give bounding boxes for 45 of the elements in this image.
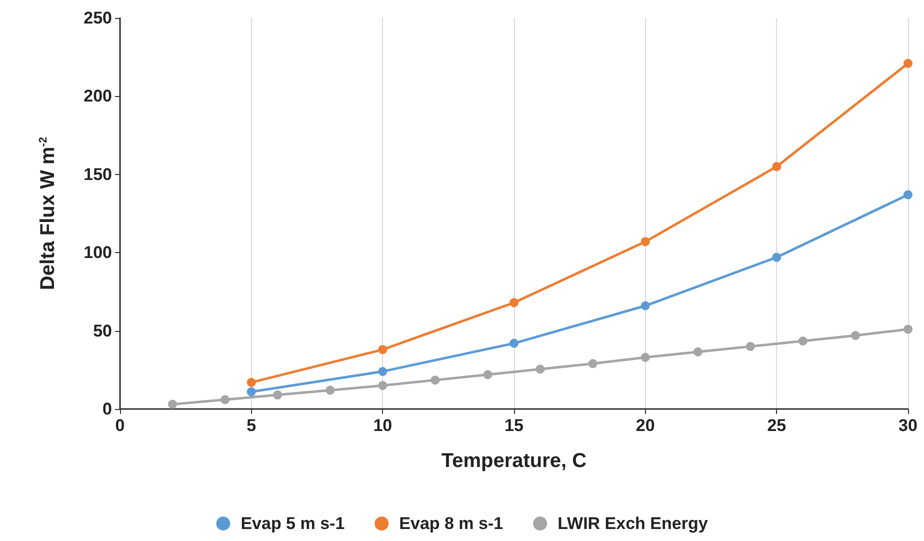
x-tick-label: 15 (504, 416, 524, 435)
point (378, 381, 388, 390)
y-tick-label: 100 (84, 243, 112, 262)
point (536, 364, 545, 374)
point (378, 345, 388, 354)
point (772, 162, 782, 172)
point (798, 336, 808, 346)
point (904, 324, 912, 334)
x-tick-label: 20 (636, 416, 655, 435)
point (772, 252, 782, 262)
point (588, 359, 598, 368)
point (510, 338, 518, 348)
point (378, 366, 388, 376)
x-axis-title: Temperature, C (441, 450, 587, 472)
y-axis-title: Delta Flux W m-2 (37, 136, 59, 290)
point (510, 298, 518, 308)
point (640, 352, 650, 362)
y-tick-label: 200 (84, 86, 112, 106)
point (220, 395, 230, 404)
point (326, 386, 335, 395)
x-tick-label: 30 (898, 416, 918, 435)
point (246, 387, 256, 396)
point (904, 190, 912, 200)
y-tick-label: 250 (84, 8, 112, 28)
x-tick-label: 5 (246, 416, 256, 435)
point (430, 376, 440, 385)
point (746, 342, 755, 351)
x-tick-label: 25 (767, 416, 786, 435)
point (693, 347, 702, 356)
point (483, 370, 492, 380)
y-tick-label: 50 (93, 321, 112, 340)
point (640, 237, 650, 246)
point (168, 400, 178, 409)
point (904, 58, 912, 68)
x-tick-label: 0 (115, 416, 125, 435)
point (640, 301, 650, 310)
point (246, 378, 256, 387)
point (850, 330, 860, 340)
y-tick-label: 0 (102, 400, 112, 418)
legend-label: LWIR Exch Energy (558, 514, 708, 533)
legend-label: Evap 5 m s-1 (240, 514, 345, 533)
x-tick-label: 10 (373, 416, 392, 435)
y-tick-label: 150 (84, 164, 112, 184)
legend-label: Evap 8 m s-1 (399, 514, 504, 533)
point (273, 390, 282, 400)
